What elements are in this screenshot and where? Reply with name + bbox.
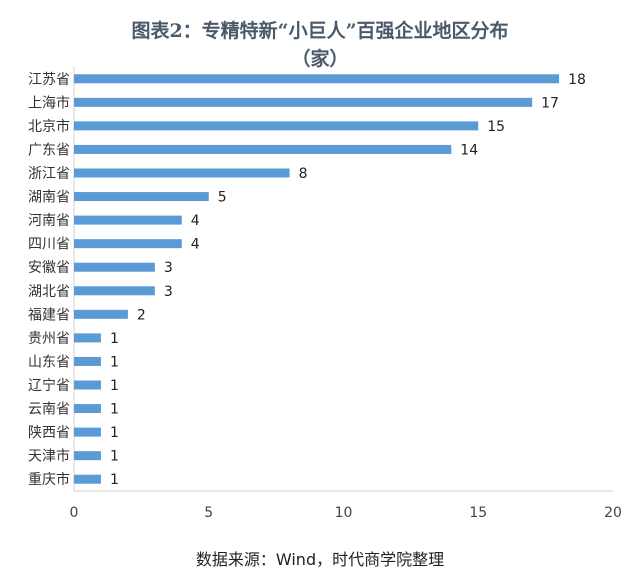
category-label: 湖南省 <box>28 190 70 206</box>
bar <box>74 427 101 437</box>
data-label: 3 <box>164 260 173 276</box>
category-label: 浙江省 <box>28 166 70 182</box>
x-tick-label: 0 <box>70 505 79 521</box>
bar <box>74 286 155 296</box>
category-label: 四川省 <box>28 237 70 253</box>
x-tick-label: 10 <box>335 505 353 521</box>
bar <box>74 168 290 178</box>
data-label: 18 <box>568 72 586 88</box>
bar <box>74 97 533 107</box>
bar <box>74 356 101 366</box>
bar <box>74 333 101 343</box>
category-label: 安徽省 <box>28 260 70 276</box>
bar <box>74 404 101 414</box>
data-label: 15 <box>487 119 505 135</box>
bar <box>74 74 560 84</box>
x-tick-label: 20 <box>604 505 622 521</box>
bar <box>74 239 182 249</box>
bar <box>74 121 479 131</box>
data-label: 4 <box>191 213 200 229</box>
bar <box>74 144 452 154</box>
data-label: 1 <box>110 378 119 394</box>
category-label: 北京市 <box>28 118 70 135</box>
x-tick-label: 15 <box>469 505 487 521</box>
bar <box>74 262 155 272</box>
bar <box>74 309 128 319</box>
bar <box>74 474 101 484</box>
category-label: 云南省 <box>28 402 70 418</box>
data-label: 14 <box>460 142 478 158</box>
data-label: 8 <box>299 166 308 182</box>
data-label: 4 <box>191 237 200 253</box>
chart-title: 图表2：专精特新“小巨人”百强企业地区分布 <box>131 20 509 42</box>
data-label: 1 <box>110 354 119 370</box>
category-label: 重庆市 <box>28 471 70 488</box>
bar <box>74 451 101 461</box>
data-label: 1 <box>110 402 119 418</box>
data-label: 1 <box>110 425 119 441</box>
bar <box>74 215 182 225</box>
bar <box>74 192 209 202</box>
x-tick-label: 5 <box>204 505 213 521</box>
data-label: 1 <box>110 331 119 347</box>
category-label: 上海市 <box>28 94 70 111</box>
data-label: 3 <box>164 284 173 300</box>
category-label: 河南省 <box>28 213 70 229</box>
data-label: 2 <box>137 307 146 323</box>
data-label: 1 <box>110 472 119 488</box>
data-label: 5 <box>218 190 227 206</box>
category-label: 天津市 <box>28 448 70 465</box>
category-label: 山东省 <box>28 354 70 370</box>
chart-subtitle: （家） <box>291 48 349 70</box>
data-label: 17 <box>541 95 559 111</box>
data-label: 1 <box>110 449 119 465</box>
category-label: 江苏省 <box>28 72 70 88</box>
source-note: 数据来源：Wind，时代商学院整理 <box>195 550 445 569</box>
bar <box>74 380 101 390</box>
category-label: 辽宁省 <box>28 377 70 394</box>
category-label: 福建省 <box>28 307 70 323</box>
category-label: 湖北省 <box>28 284 70 300</box>
category-label: 陕西省 <box>28 425 70 441</box>
category-label: 广东省 <box>28 142 70 158</box>
category-label: 贵州省 <box>28 331 70 347</box>
